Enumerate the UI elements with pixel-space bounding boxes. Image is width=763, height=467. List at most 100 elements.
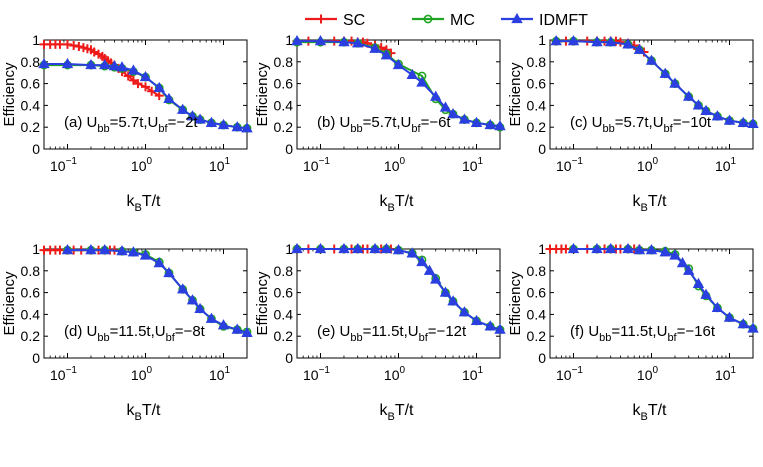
- data-point: [338, 242, 350, 254]
- x-tick-label: 10−1: [556, 365, 583, 383]
- data-point: [406, 68, 418, 79]
- y-tick-label: 0: [32, 141, 40, 157]
- data-point: [291, 34, 303, 46]
- y-tick-label: 0: [538, 141, 546, 157]
- y-tick-label: 0.6: [527, 76, 547, 92]
- plot-area: [549, 248, 754, 359]
- data-point: [139, 70, 152, 82]
- data-point: [406, 247, 418, 258]
- data-point: [711, 110, 724, 121]
- data-point: [38, 57, 50, 69]
- y-tick-label: 0.6: [21, 285, 41, 301]
- series-sc: [39, 39, 164, 101]
- data-point: [177, 103, 189, 114]
- x-axis-label: kBT/t: [379, 402, 414, 423]
- y-tick-label: 0.4: [527, 306, 547, 322]
- y-tick-label: 0.2: [274, 119, 294, 135]
- data-point: [439, 101, 452, 112]
- y-tick-label: 0.8: [21, 54, 41, 70]
- data-point: [186, 294, 199, 305]
- series-line: [556, 40, 754, 125]
- x-tick-label: 100: [637, 156, 659, 174]
- panel-annotation: (d) Ubb=11.5t,Ubf=−8t: [64, 323, 206, 344]
- series-idmft: [550, 34, 759, 129]
- panel-annotation: (f) Ubb=11.5t,Ubf=−16t: [570, 323, 716, 344]
- y-axis-label: Efficiency: [254, 62, 271, 126]
- data-point: [231, 323, 243, 334]
- data-point: [659, 67, 671, 78]
- y-axis-label: Efficiency: [1, 271, 18, 335]
- data-point: [692, 277, 705, 288]
- data-point: [470, 116, 483, 127]
- x-axis-label: kBT/t: [379, 193, 414, 214]
- y-tick-label: 0.4: [21, 97, 41, 113]
- data-point: [723, 114, 736, 125]
- series-idmft: [567, 242, 759, 333]
- y-tick-label: 0.8: [527, 263, 547, 279]
- chart-panel-e: 0 0.2 0.4 0.6 0.8 1 10−1 100 101 (e) Ubb=11.5t,Ub…: [254, 241, 506, 423]
- data-point: [447, 295, 459, 306]
- x-tick-label: 100: [384, 156, 406, 174]
- data-point: [633, 243, 646, 255]
- legend-label: MC: [450, 12, 475, 29]
- y-tick-label: 0.2: [21, 119, 41, 135]
- data-point: [85, 243, 97, 255]
- data-point: [85, 58, 97, 70]
- data-point: [62, 39, 72, 49]
- data-point: [484, 118, 496, 130]
- data-point: [153, 81, 165, 93]
- data-point: [153, 257, 165, 268]
- data-point: [494, 323, 506, 334]
- data-point: [380, 242, 393, 254]
- y-tick-label: 0.8: [527, 54, 547, 70]
- data-point: [470, 314, 483, 326]
- x-tick-label: 101: [209, 365, 231, 383]
- legend-entry-mc: MC: [412, 12, 475, 29]
- panel-annotation: (e) Ubb=11.5t,Ubf=−12t: [317, 323, 467, 344]
- y-tick-label: 0.2: [274, 328, 294, 344]
- data-point: [69, 40, 79, 50]
- plot-area: [43, 39, 248, 150]
- data-point: [177, 283, 189, 294]
- y-tick-label: 0.4: [527, 97, 547, 113]
- y-tick-label: 1: [32, 241, 40, 257]
- x-tick-label: 100: [131, 365, 153, 383]
- y-tick-label: 0.2: [21, 328, 41, 344]
- data-point: [98, 58, 111, 70]
- data-point: [186, 110, 199, 121]
- data-point: [700, 288, 712, 299]
- y-tick-label: 0.4: [274, 306, 294, 322]
- y-tick-label: 0: [285, 141, 293, 157]
- data-point: [128, 75, 138, 85]
- chart-panel-d: 0 0.2 0.4 0.6 0.8 1 10−1 100 101 (d) Ubb=11.5t,Ub…: [1, 241, 253, 423]
- data-point: [567, 34, 580, 46]
- panel-annotation: (c) Ubb=5.7t,Ubf=−10t: [570, 114, 712, 135]
- data-point: [723, 311, 736, 322]
- data-point: [338, 36, 350, 47]
- data-point: [217, 319, 230, 330]
- data-point: [737, 116, 749, 127]
- data-point: [217, 118, 230, 130]
- y-tick-label: 1: [32, 32, 40, 48]
- data-point: [61, 243, 74, 255]
- x-tick-label: 10−1: [556, 156, 583, 174]
- chart-panel-a: 0 0.2 0.4 0.6 0.8 1 10−1 100 101 (a) Ubb=5.7t,Ubf…: [1, 32, 253, 214]
- x-tick-label: 10−1: [50, 156, 77, 174]
- x-axis-label: kBT/t: [632, 193, 667, 214]
- y-tick-label: 0.8: [274, 54, 294, 70]
- y-tick-label: 0.4: [274, 97, 294, 113]
- marker-circle: [423, 14, 433, 24]
- data-point: [55, 39, 65, 49]
- x-tick-label: 10−1: [50, 365, 77, 383]
- data-point: [676, 257, 689, 268]
- x-axis-label: kBT/t: [126, 402, 161, 423]
- data-point: [127, 64, 140, 75]
- series-idmft: [291, 34, 506, 131]
- y-tick-label: 1: [285, 32, 293, 48]
- data-point: [163, 92, 175, 103]
- data-point: [194, 113, 206, 124]
- data-point: [141, 82, 150, 92]
- x-tick-label: 100: [384, 365, 406, 383]
- y-tick-label: 1: [538, 32, 546, 48]
- data-point: [380, 49, 393, 60]
